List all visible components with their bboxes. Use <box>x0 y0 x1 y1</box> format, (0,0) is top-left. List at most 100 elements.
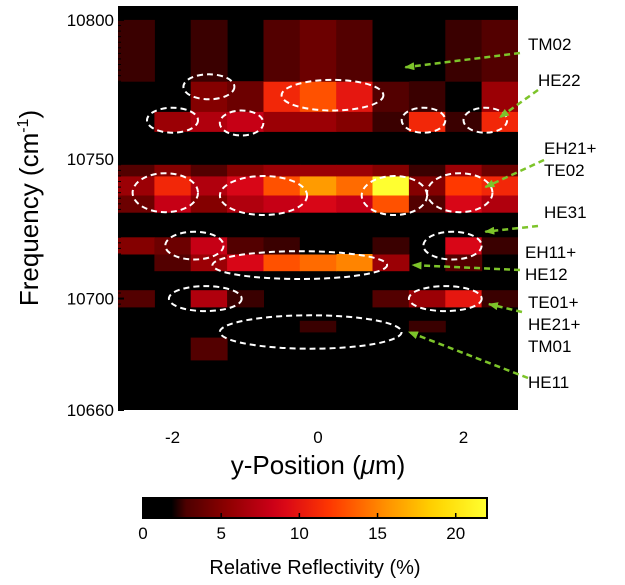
heatmap-cell <box>118 237 155 255</box>
colorbar-tick-label: 5 <box>216 524 225 543</box>
heatmap-cell <box>263 81 301 113</box>
heatmap-cell <box>336 111 374 132</box>
heatmap-cell <box>408 111 446 132</box>
mode-ellipses <box>131 73 509 350</box>
heatmap-cell <box>227 176 264 196</box>
x-tick-label: 0 <box>313 428 322 447</box>
heatmap-cell <box>445 290 483 308</box>
annotation-arrow <box>484 224 539 235</box>
heatmap-cell <box>154 164 192 177</box>
heatmap-cell <box>263 19 301 82</box>
heatmap-cell <box>299 320 337 333</box>
heatmap-cell <box>336 195 374 213</box>
heatmap-cell <box>445 176 483 196</box>
heatmap-cell <box>336 164 374 177</box>
heatmap-cell <box>263 254 301 272</box>
annotation-label: EH21+ TE02 <box>544 139 597 180</box>
heatmap-cell <box>372 237 410 255</box>
heatmap-cell <box>299 19 337 82</box>
heatmap-cell <box>263 176 301 196</box>
heatmap-cell <box>445 195 483 213</box>
mode-ellipse <box>280 78 385 112</box>
heatmap-cell <box>227 195 264 213</box>
heatmap-cell <box>154 195 192 213</box>
heatmap-cell <box>372 111 410 132</box>
heatmap-cell <box>227 81 264 113</box>
colorbar-gradient <box>142 497 488 519</box>
mode-annotations: TM02 HE22 EH21+ TE02 HE31 EH11+ HE12 TE01+ HE21+… <box>404 35 597 392</box>
heatmap-cell <box>299 254 337 272</box>
colorbar-tick-label: 20 <box>446 524 465 543</box>
colorbar-title: Relative Reflectivity (%) <box>209 557 420 579</box>
heatmap-cell <box>190 164 228 177</box>
y-tick-label: 10750 <box>67 150 114 169</box>
heatmap-cell <box>190 111 228 132</box>
y-tick-label: 10800 <box>67 11 114 30</box>
mode-ellipse <box>211 250 389 281</box>
mode-ellipse <box>131 172 200 214</box>
heatmap-cell <box>299 176 337 196</box>
heatmap-cell <box>336 290 374 308</box>
heatmap-cell <box>408 176 446 196</box>
heatmap-cell <box>190 81 228 113</box>
heatmap-cell <box>336 81 374 113</box>
heatmap-cell <box>263 320 301 333</box>
annotation-arrow <box>487 302 523 314</box>
mode-ellipse <box>182 73 236 101</box>
heatmap-cell <box>372 290 410 308</box>
heatmap-cell <box>372 176 410 196</box>
heatmap-cell <box>263 164 301 177</box>
heatmap-cell <box>445 237 483 255</box>
mode-ellipse <box>422 230 483 261</box>
heatmap-cell <box>445 164 483 177</box>
heatmap-cell <box>263 237 301 255</box>
heatmap-cell <box>190 254 228 272</box>
y-tick-label: 10660 <box>67 401 114 420</box>
colorbar-tick-label: 15 <box>368 524 387 543</box>
colorbar-ticks: 0 5 10 15 20 <box>138 513 465 543</box>
heatmap-cell <box>190 290 228 308</box>
x-tick-label: -2 <box>165 428 180 447</box>
colorbar-tick-label: 0 <box>138 524 147 543</box>
heatmap-cell <box>481 237 518 255</box>
heatmap-cell <box>299 111 337 132</box>
heatmap-cell <box>408 290 446 308</box>
heatmap-cell <box>481 19 518 82</box>
mode-ellipse <box>164 230 225 261</box>
mode-ellipse <box>400 106 447 134</box>
heatmap-cell <box>154 237 192 255</box>
annotation-arrow <box>498 88 539 119</box>
annotation-arrow <box>407 330 529 380</box>
annotation-arrow <box>411 261 521 272</box>
heatmap-cell <box>299 237 337 255</box>
mode-ellipse <box>218 314 403 350</box>
annotation-label: HE31 <box>544 203 587 222</box>
heatmap-cell <box>408 164 446 177</box>
heatmap-cell <box>372 254 410 272</box>
mode-ellipse <box>462 106 509 134</box>
x-tick-label: 2 <box>459 428 468 447</box>
heatmap-cell <box>336 19 374 82</box>
annotation-label: HE22 <box>538 71 581 90</box>
heatmap-cell <box>481 195 518 213</box>
heatmap-cell <box>336 254 374 272</box>
heatmap-cell <box>227 254 264 272</box>
annotation-label: TM02 <box>528 35 571 54</box>
heatmap-cell <box>190 337 228 361</box>
y-tick-label: 10700 <box>67 290 114 309</box>
axes: -2 0 2 10660 10700 10750 10800 <box>67 8 501 447</box>
heatmap-cell <box>154 111 192 132</box>
y-axis-title: Frequency (cm-1) <box>14 110 44 306</box>
heatmap-cell <box>227 111 264 132</box>
annotation-label: EH11+ HE12 <box>525 243 576 284</box>
heatmap-cell <box>263 195 301 213</box>
heatmap-cell <box>372 19 410 82</box>
mode-ellipse <box>146 106 199 134</box>
heatmap-cell <box>372 81 410 113</box>
annotation-arrow <box>484 158 545 189</box>
colorbar: 0 5 10 15 20 Relative Reflectivity (%) <box>138 497 488 579</box>
mode-ellipse <box>218 175 309 216</box>
heatmap-cell <box>118 19 155 82</box>
heatmap-cell <box>481 290 518 308</box>
heatmap-cell <box>118 290 155 308</box>
